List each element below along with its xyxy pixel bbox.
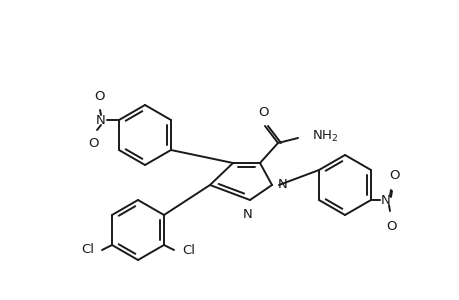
Text: O: O (389, 169, 399, 182)
Text: O: O (386, 220, 397, 233)
Text: NH$_2$: NH$_2$ (311, 128, 338, 144)
Text: N: N (380, 194, 390, 206)
Text: O: O (94, 90, 104, 103)
Text: N: N (277, 178, 287, 190)
Text: Cl: Cl (182, 244, 195, 256)
Text: Cl: Cl (81, 244, 94, 256)
Text: O: O (88, 137, 98, 150)
Text: O: O (258, 106, 269, 119)
Text: N: N (96, 113, 106, 127)
Text: N: N (243, 208, 252, 221)
